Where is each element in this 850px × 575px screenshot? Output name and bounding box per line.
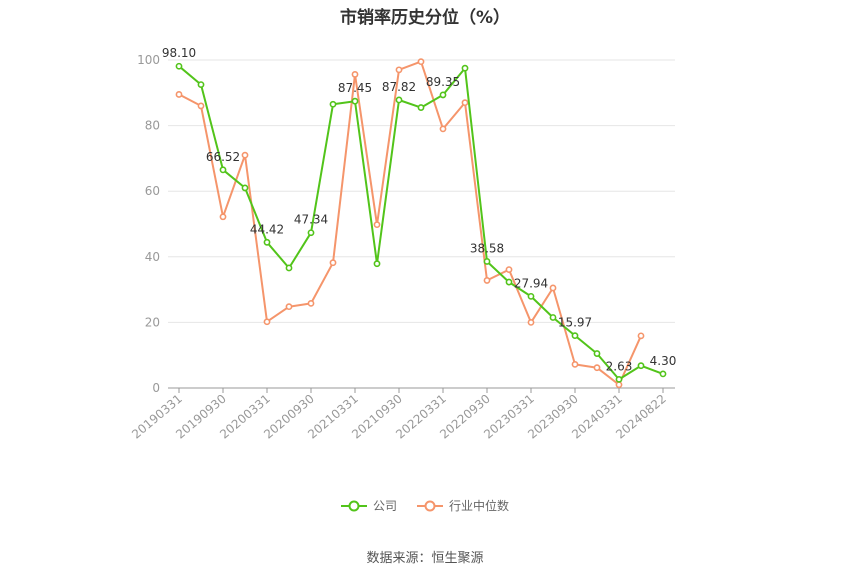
data-point-company [483, 258, 491, 265]
legend-industry-label: 行业中位数 [449, 499, 510, 513]
legend-item-company[interactable]: 公司 [340, 497, 397, 514]
data-point-industry-median [395, 66, 403, 74]
data-point-company [373, 260, 381, 268]
data-point-company [329, 100, 337, 108]
data-point-industry-median [549, 284, 557, 292]
data-point-industry-median [505, 266, 513, 273]
data-point-company [549, 314, 557, 321]
data-label: 87.45 [338, 81, 372, 95]
data-point-industry-median [615, 381, 623, 389]
data-label: 2.63 [606, 359, 633, 373]
data-label: 47.34 [294, 213, 328, 227]
chart-title: 市销率历史分位（%） [339, 8, 511, 28]
legend-industry-marker [417, 500, 443, 511]
data-point-company [637, 362, 645, 370]
legend-item-industry-median[interactable]: 行业中位数 [417, 497, 509, 514]
data-point-company [175, 62, 183, 70]
data-point-company [395, 96, 403, 104]
data-point-company [307, 229, 315, 237]
y-tick-label: 100 [137, 53, 160, 67]
data-point-company [593, 350, 601, 357]
data-point-industry-median [527, 318, 535, 326]
data-point-company [285, 264, 293, 272]
data-point-industry-median [241, 151, 249, 159]
legend-company-marker [340, 500, 367, 511]
data-point-company [571, 332, 579, 340]
data-label: 44.42 [250, 222, 284, 236]
data-point-company [615, 375, 623, 383]
data-label: 89.35 [426, 75, 460, 89]
data-point-industry-median [637, 332, 645, 340]
data-point-company [461, 64, 469, 72]
data-label: 4.30 [650, 354, 677, 368]
data-point-industry-median [307, 299, 315, 307]
y-tick-label: 80 [145, 119, 160, 133]
data-label: 15.97 [558, 316, 592, 330]
data-point-industry-median [219, 213, 227, 221]
data-point-company [197, 81, 205, 88]
data-point-company [439, 91, 447, 99]
y-tick-label: 0 [152, 381, 160, 395]
data-label: 66.52 [206, 150, 240, 164]
data-point-industry-median [483, 277, 491, 284]
data-point-industry-median [461, 99, 469, 107]
data-label: 38.58 [470, 241, 504, 255]
data-point-industry-median [351, 71, 359, 78]
data-point-industry-median [571, 360, 579, 368]
data-point-company [351, 97, 359, 105]
data-point-company [417, 104, 425, 111]
y-tick-label: 60 [145, 184, 160, 198]
data-point-company [505, 278, 513, 286]
data-point-industry-median [439, 125, 447, 133]
data-point-company [263, 238, 271, 246]
data-label: 98.10 [162, 46, 196, 60]
data-point-industry-median [263, 318, 271, 326]
data-point-industry-median [175, 91, 183, 98]
data-point-industry-median [285, 303, 293, 311]
y-tick-label: 40 [145, 250, 160, 264]
data-point-company [527, 292, 535, 300]
data-point-company [219, 166, 227, 174]
data-point-industry-median [593, 364, 601, 372]
data-label: 27.94 [514, 276, 548, 290]
data-point-company [659, 370, 667, 378]
data-point-industry-median [417, 58, 425, 66]
data-point-industry-median [329, 259, 337, 267]
data-point-industry-median [373, 221, 381, 229]
data-point-industry-median [197, 102, 205, 110]
data-point-company [241, 184, 249, 192]
data-source: 数据来源：恒生聚源 [366, 551, 484, 566]
legend-company-label: 公司 [372, 499, 397, 513]
y-tick-label: 20 [145, 315, 160, 329]
data-label: 87.82 [382, 80, 416, 94]
legend: 公司 行业中位数 [0, 497, 850, 514]
